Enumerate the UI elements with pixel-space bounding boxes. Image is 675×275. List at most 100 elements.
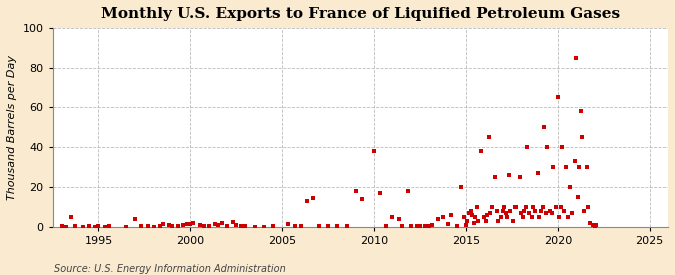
- Point: [136, 224, 146, 228]
- Point: [387, 215, 398, 219]
- Point: [479, 215, 490, 219]
- Point: [412, 224, 423, 229]
- Point: [574, 165, 585, 169]
- Point: [301, 199, 312, 203]
- Point: [476, 149, 487, 153]
- Point: [546, 211, 557, 215]
- Point: [332, 224, 343, 229]
- Point: [209, 222, 220, 226]
- Point: [78, 224, 88, 229]
- Point: [456, 185, 466, 189]
- Point: [510, 205, 520, 209]
- Point: [424, 224, 435, 228]
- Point: [227, 220, 238, 224]
- Point: [526, 215, 537, 219]
- Point: [516, 211, 526, 215]
- Point: [289, 224, 300, 228]
- Point: [323, 224, 333, 229]
- Point: [520, 205, 531, 209]
- Point: [203, 224, 214, 228]
- Point: [591, 223, 601, 227]
- Point: [529, 209, 540, 213]
- Point: [452, 224, 462, 228]
- Point: [406, 224, 416, 228]
- Point: [157, 222, 168, 226]
- Point: [499, 205, 510, 209]
- Point: [482, 213, 493, 217]
- Point: [528, 205, 539, 209]
- Point: [442, 222, 453, 226]
- Point: [483, 135, 494, 139]
- Point: [491, 209, 502, 213]
- Point: [517, 215, 528, 219]
- Point: [414, 224, 425, 229]
- Point: [314, 224, 325, 228]
- Point: [198, 224, 209, 228]
- Point: [578, 209, 589, 213]
- Point: [178, 223, 188, 227]
- Point: [473, 219, 484, 223]
- Point: [471, 205, 482, 209]
- Point: [356, 197, 367, 201]
- Point: [558, 209, 569, 213]
- Point: [585, 221, 595, 225]
- Point: [505, 209, 516, 213]
- Point: [563, 215, 574, 219]
- Point: [577, 135, 588, 139]
- Point: [419, 224, 430, 228]
- Point: [557, 145, 568, 150]
- Point: [185, 222, 196, 226]
- Point: [551, 205, 562, 209]
- Point: [487, 205, 497, 209]
- Point: [548, 165, 559, 169]
- Point: [308, 196, 319, 200]
- Point: [267, 224, 278, 229]
- Point: [381, 224, 392, 228]
- Point: [173, 224, 184, 228]
- Point: [537, 205, 548, 209]
- Point: [121, 224, 132, 229]
- Point: [130, 217, 140, 221]
- Point: [437, 215, 448, 219]
- Point: [459, 215, 470, 219]
- Point: [163, 223, 174, 227]
- Point: [485, 211, 495, 215]
- Point: [236, 224, 246, 228]
- Point: [369, 149, 379, 153]
- Point: [489, 175, 500, 179]
- Point: [462, 219, 472, 223]
- Point: [188, 221, 199, 225]
- Point: [502, 215, 513, 219]
- Point: [583, 205, 594, 209]
- Point: [182, 222, 192, 226]
- Point: [259, 224, 269, 229]
- Point: [148, 224, 159, 229]
- Point: [341, 224, 352, 228]
- Point: [213, 223, 223, 227]
- Point: [167, 224, 178, 229]
- Point: [511, 205, 522, 209]
- Point: [466, 213, 477, 217]
- Point: [500, 211, 511, 215]
- Point: [61, 224, 72, 229]
- Point: [514, 175, 525, 179]
- Point: [446, 213, 456, 217]
- Point: [493, 219, 504, 223]
- Point: [402, 189, 413, 193]
- Point: [560, 165, 571, 169]
- Point: [589, 224, 600, 228]
- Point: [460, 223, 471, 227]
- Point: [65, 215, 76, 219]
- Point: [70, 224, 81, 229]
- Point: [539, 125, 549, 130]
- Point: [588, 223, 599, 227]
- Point: [556, 205, 566, 209]
- Point: [465, 209, 476, 213]
- Point: [497, 209, 508, 213]
- Point: [504, 173, 514, 177]
- Point: [581, 165, 592, 169]
- Point: [519, 209, 530, 213]
- Point: [534, 215, 545, 219]
- Point: [523, 211, 534, 215]
- Point: [533, 171, 543, 175]
